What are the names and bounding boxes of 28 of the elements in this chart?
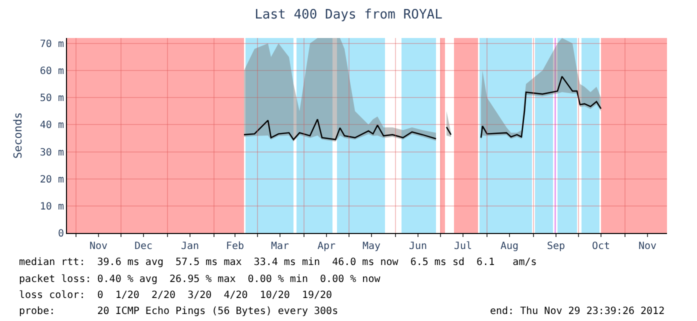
text: probe: 20 ICMP Echo Pings (56 Bytes) every 300s [19, 306, 338, 317]
x-tick-label: May [362, 241, 381, 252]
y-tick-label: 70 m [40, 38, 64, 50]
x-tick-label: Oct [592, 241, 610, 252]
text: loss color: 0 1/20 2/20 3/20 4/20 10/20 19/20 [19, 290, 332, 301]
x-tick-label: Mar [270, 241, 290, 252]
x-tick-label: Jan [180, 241, 200, 252]
x-tick-label: Aug [500, 241, 519, 252]
x-tick-label: Nov [638, 241, 657, 252]
x-tick-label: Sep [546, 241, 566, 252]
y-tick-label: 60 m [40, 66, 64, 77]
chart-title: Last 400 Days from ROYAL [254, 8, 443, 23]
y-tick-label: 10 m [40, 201, 64, 212]
y-axis-title: Seconds [12, 112, 25, 159]
x-tick-label: Dec [134, 241, 153, 252]
y-tick-label: 40 m [40, 120, 64, 132]
text: end: Thu Nov 29 23:39:26 2012 [490, 306, 665, 317]
x-tick-label: Jul [454, 241, 472, 252]
x-tick-label: Nov [89, 241, 108, 252]
text: packet loss: 0.40 % avg 26.95 % max 0.00 % min 0.00 % now [19, 274, 382, 285]
text: median rtt: 39.6 ms avg 57.5 ms max 33.4 ms min 46.0 ms now 6.5 ms sd 6.1 am/s [19, 257, 537, 268]
y-tick-label: 0 [58, 228, 64, 240]
y-tick-label: 50 m [40, 93, 64, 104]
x-tick-label: Jun [408, 241, 428, 252]
x-tick-label: Apr [317, 241, 336, 252]
y-tick-label: 20 m [40, 174, 64, 186]
x-tick-label: Feb [226, 241, 244, 252]
y-tick-label: 30 m [40, 147, 64, 158]
